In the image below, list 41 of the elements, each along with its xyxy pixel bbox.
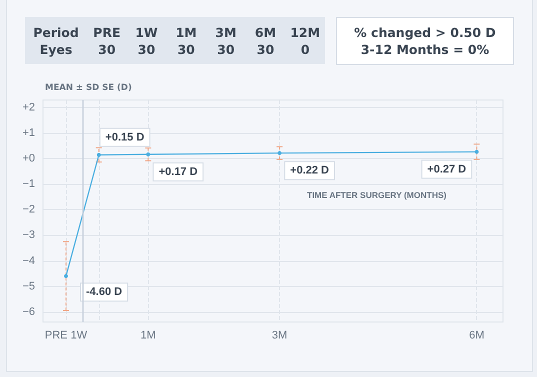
y-tick-label: −1 [22,178,35,190]
text: 1M [174,24,198,40]
y-tick-label: +0 [22,152,35,165]
point [146,152,150,156]
text: 0 [300,42,311,56]
point [96,152,101,157]
text: 6M [254,24,278,40]
text: 3M [214,24,238,40]
point [278,151,282,156]
y-axis-title: MEAN ± SD SE (D) [45,83,132,93]
y-tick-label: −3 [22,229,35,242]
data-label: +0.27 D [427,163,466,176]
y-tick-label: +2 [22,102,35,114]
data-label: -4.60 D [86,286,122,298]
x-tick-label: PRE 1W [44,330,88,342]
x-tick-label: 3M [272,330,288,342]
text: % changed > 0.50 D [354,24,496,41]
text: 12M [289,24,322,40]
text: 30 [176,42,196,56]
data-label: +0.17 D [158,166,198,178]
y-tick-label: +1 [22,127,35,140]
text: 3-12 Months = 0% [360,41,490,58]
text: 30 [216,42,236,56]
point [64,274,68,278]
text: 30 [97,42,117,56]
text: 30 [256,42,276,56]
y-tick-label: −2 [22,204,35,216]
y-tick-label: −5 [22,280,35,292]
data-label: +0.15 D [105,131,144,144]
text: Eyes [38,42,74,56]
point [474,150,479,154]
text: Period [32,24,80,40]
text: 1W [134,24,159,40]
text: 30 [136,42,156,56]
text: PRE [92,24,122,40]
data-label: +0.22 D [290,164,330,177]
x-tick-label: 6M [469,330,484,342]
x-axis-title: TIME AFTER SURGERY (MONTHS) [307,190,447,200]
x-tick-label: 1M [140,330,156,342]
y-tick-label: −6 [22,306,35,318]
y-tick-label: −4 [22,254,35,267]
